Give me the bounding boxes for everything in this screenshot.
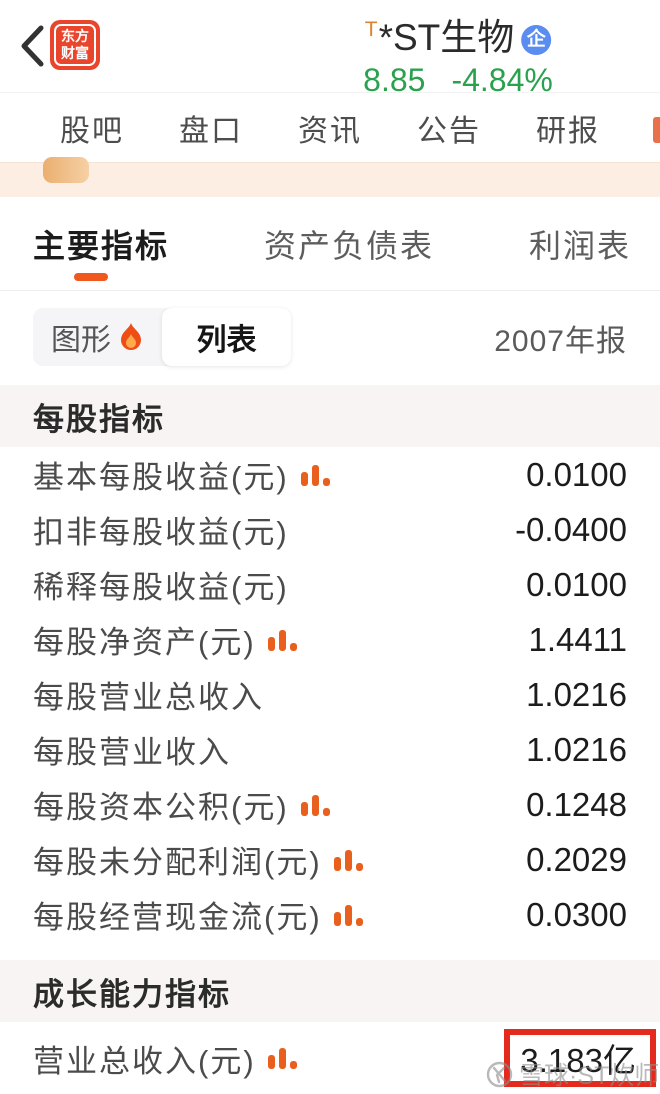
report-tab-1[interactable]: 资产负债表 xyxy=(264,227,435,264)
indicator-row: 每股营业收入 1.0216 xyxy=(0,722,660,777)
nav-item-3[interactable]: 公告 xyxy=(417,114,481,148)
flame-icon xyxy=(121,323,141,350)
chevron-left-icon xyxy=(21,25,44,67)
stock-title-block: T*ST生物企 8.85 -4.84% xyxy=(363,8,553,99)
eastmoney-logo-text: 东方 财富 xyxy=(54,24,96,66)
content-peach-band xyxy=(0,157,660,197)
indicator-row: 扣非每股收益(元) -0.0400 xyxy=(0,502,660,557)
chart-bars-icon[interactable] xyxy=(300,464,330,486)
report-period[interactable]: 2007年报 xyxy=(494,325,627,358)
highlight-box: 3.183亿 xyxy=(504,1029,656,1087)
indicator-row: 每股未分配利润(元) 0.2029 xyxy=(0,832,660,887)
row-label: 扣非每股收益(元) xyxy=(33,515,289,550)
back-button[interactable] xyxy=(10,20,54,72)
toggle-graph-label: 图形 xyxy=(51,324,111,357)
row-value: 0.0100 xyxy=(526,565,627,603)
row-label: 每股资本公积(元) xyxy=(33,790,289,825)
row-label: 每股营业收入 xyxy=(33,735,231,770)
row-value: -0.0400 xyxy=(515,510,627,548)
nav-item-4[interactable]: 研报 xyxy=(536,114,600,148)
nav-item-2[interactable]: 资讯 xyxy=(298,114,362,148)
view-toggle: 图形 列表 xyxy=(33,308,291,366)
eastmoney-logo[interactable]: 东方 财富 xyxy=(50,20,100,70)
row-value: 1.0216 xyxy=(526,730,627,768)
row-value: 1.0216 xyxy=(526,675,627,713)
section-header: 每股指标 xyxy=(0,385,660,447)
row-label: 营业总收入(元) xyxy=(33,1043,256,1079)
toggle-list-label: 列表 xyxy=(196,324,257,357)
chart-bars-icon[interactable] xyxy=(333,849,363,871)
enterprise-badge[interactable]: 企 xyxy=(521,25,552,55)
nav-bar: 股吧 盘口 资讯 公告 研报 xyxy=(0,92,660,162)
row-value: 0.2029 xyxy=(526,840,627,878)
nav-item-1[interactable]: 盘口 xyxy=(179,114,243,148)
toggle-graph[interactable]: 图形 xyxy=(33,308,162,366)
indicator-row: 每股资本公积(元) 0.1248 xyxy=(0,777,660,832)
stock-name: *ST生物 xyxy=(378,17,515,58)
stock-title: T*ST生物企 xyxy=(363,8,553,60)
chart-bars-icon[interactable] xyxy=(333,904,363,926)
report-tab-0[interactable]: 主要指标 xyxy=(33,227,170,264)
nav-overflow-partial[interactable] xyxy=(653,117,660,143)
tab-active-indicator xyxy=(74,273,108,281)
section-title: 每股指标 xyxy=(33,401,165,437)
view-toggle-row: 图形 列表 2007年报 xyxy=(0,291,660,385)
row-label: 每股净资产(元) xyxy=(33,625,256,660)
chart-bars-icon[interactable] xyxy=(267,629,297,651)
row-value: 1.4411 xyxy=(528,620,627,658)
report-tabs: 主要指标 资产负债表 利润表 xyxy=(0,197,660,291)
indicator-row: 稀释每股收益(元) 0.0100 xyxy=(0,557,660,612)
section-title: 成长能力指标 xyxy=(33,976,231,1012)
indicator-row: 每股净资产(元) 1.4411 xyxy=(0,612,660,667)
row-label: 稀释每股收益(元) xyxy=(33,570,289,605)
indicator-row: 每股经营现金流(元) 0.0300 xyxy=(0,887,660,942)
row-value: 0.0300 xyxy=(526,895,627,933)
report-tab-2[interactable]: 利润表 xyxy=(529,227,632,264)
row-value: 0.1248 xyxy=(526,785,627,823)
chart-bars-icon[interactable] xyxy=(300,794,330,816)
app-header: 东方 财富 T*ST生物企 8.85 -4.84% xyxy=(0,0,660,98)
indicator-sections: 每股指标基本每股收益(元) 0.0100 扣非每股收益(元) -0.0400 稀释每股收… xyxy=(0,385,660,1094)
scrolled-highlight-pill xyxy=(43,157,89,183)
row-value: 0.0100 xyxy=(526,455,627,493)
nav-item-0[interactable]: 股吧 xyxy=(60,114,124,148)
st-flag-t: T xyxy=(364,18,378,41)
row-label: 基本每股收益(元) xyxy=(33,460,289,495)
row-label: 每股经营现金流(元) xyxy=(33,900,322,935)
chart-bars-icon[interactable] xyxy=(267,1047,297,1069)
indicator-row: 每股营业总收入 1.0216 xyxy=(0,667,660,722)
row-value: 3.183亿 xyxy=(520,1042,636,1079)
indicator-row: 营业总收入(元) 3.183亿 xyxy=(0,1022,660,1094)
toggle-list[interactable]: 列表 xyxy=(162,308,291,366)
indicator-row: 基本每股收益(元) 0.0100 xyxy=(0,447,660,502)
section-header: 成长能力指标 xyxy=(0,960,660,1022)
row-label: 每股未分配利润(元) xyxy=(33,845,322,880)
row-label: 每股营业总收入 xyxy=(33,680,264,715)
